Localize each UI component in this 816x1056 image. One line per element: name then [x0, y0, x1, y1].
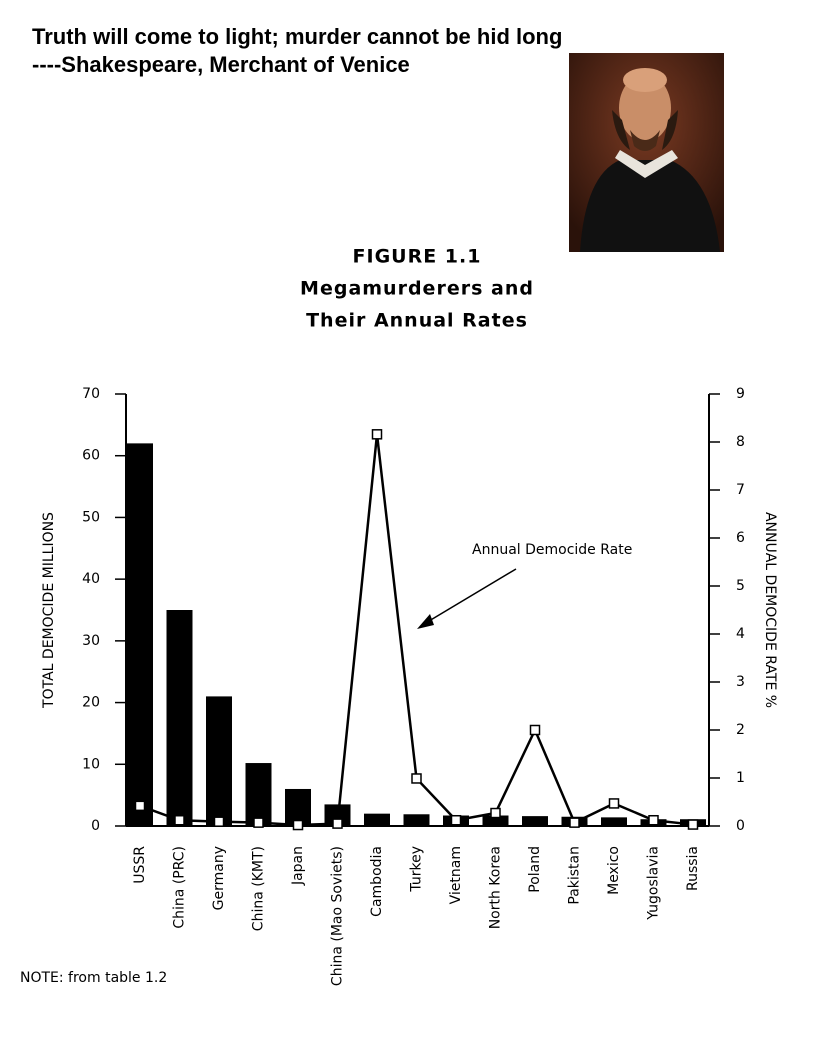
quote-line: ----Shakespeare, Merchant of Venice: [32, 52, 410, 77]
x-tick-label: Russia: [685, 846, 701, 891]
bar: [403, 814, 430, 826]
x-tick-label: Poland: [527, 846, 543, 893]
y2-tick-label: 6: [736, 530, 745, 546]
y2-tick-label: 3: [736, 674, 745, 690]
x-tick-label: Vietnam: [448, 846, 464, 904]
rate-marker: [608, 798, 620, 809]
rate-marker: [411, 773, 422, 784]
quote-line: Truth will come to light; murder cannot …: [32, 24, 562, 49]
rate-marker: [292, 819, 304, 831]
y-tick-label: 30: [82, 633, 100, 649]
rate-marker: [450, 814, 462, 826]
chart-title: Their Annual Rates: [306, 310, 528, 332]
portrait: [569, 53, 724, 252]
y2-tick-label: 9: [736, 386, 745, 402]
x-tick-label: Germany: [211, 846, 227, 910]
x-tick-label: Japan: [290, 846, 306, 886]
x-tick-label: Yugoslavia: [646, 846, 662, 921]
bar: [206, 696, 232, 826]
x-tick-label: China (PRC): [172, 846, 188, 929]
chart-title: FIGURE 1.1: [353, 246, 482, 268]
bar: [482, 815, 509, 826]
annotation: Annual Democide Rate: [472, 542, 632, 558]
rate-marker: [687, 819, 699, 830]
y2-tick-label: 7: [736, 482, 745, 498]
x-tick-label: USSR: [132, 846, 148, 884]
y-axis-label: TOTAL DEMOCIDE MILLIONS: [41, 512, 57, 709]
bar: [245, 763, 272, 826]
rate-marker: [490, 807, 501, 819]
bar: [364, 813, 390, 826]
y2-tick-label: 4: [736, 626, 745, 642]
rate-marker: [332, 818, 343, 829]
rate-marker: [569, 817, 580, 828]
annotation-arrow: [417, 568, 517, 629]
y2-tick-label: 1: [736, 770, 745, 786]
y2-tick-label: 5: [736, 578, 745, 594]
y-tick-label: 0: [91, 818, 100, 834]
rate-marker: [213, 816, 225, 827]
y2-axis-label: ANNUAL DEMOCIDE RATE %: [762, 512, 778, 708]
x-tick-label: China (Mao Soviets): [330, 846, 346, 986]
rate-marker: [174, 814, 185, 826]
x-tick-label: Cambodia: [369, 846, 385, 917]
x-tick-label: Mexico: [606, 846, 622, 895]
y-tick-label: 10: [82, 756, 100, 772]
y-tick-label: 70: [82, 386, 100, 402]
note: NOTE: from table 1.2: [20, 970, 167, 986]
rate-marker: [134, 800, 146, 812]
rate-marker: [648, 814, 659, 826]
y2-tick-label: 8: [736, 434, 745, 450]
y2-tick-label: 0: [736, 818, 745, 834]
chart-title: Megamurderers and: [300, 278, 534, 300]
y-tick-label: 40: [82, 571, 100, 587]
x-tick-label: China (KMT): [251, 846, 267, 931]
bar: [601, 817, 627, 826]
rate-marker: [253, 817, 264, 828]
rate-marker: [529, 724, 541, 736]
rate-marker: [371, 429, 383, 440]
bar: [127, 443, 153, 826]
x-tick-label: Pakistan: [567, 846, 583, 905]
y-tick-label: 20: [82, 695, 100, 711]
y2-tick-label: 2: [736, 722, 745, 738]
bar: [522, 816, 548, 826]
bar: [166, 610, 193, 826]
x-tick-label: Turkey: [409, 846, 425, 893]
x-tick-label: North Korea: [488, 846, 504, 929]
y-tick-label: 50: [82, 509, 100, 525]
y-tick-label: 60: [82, 448, 100, 464]
